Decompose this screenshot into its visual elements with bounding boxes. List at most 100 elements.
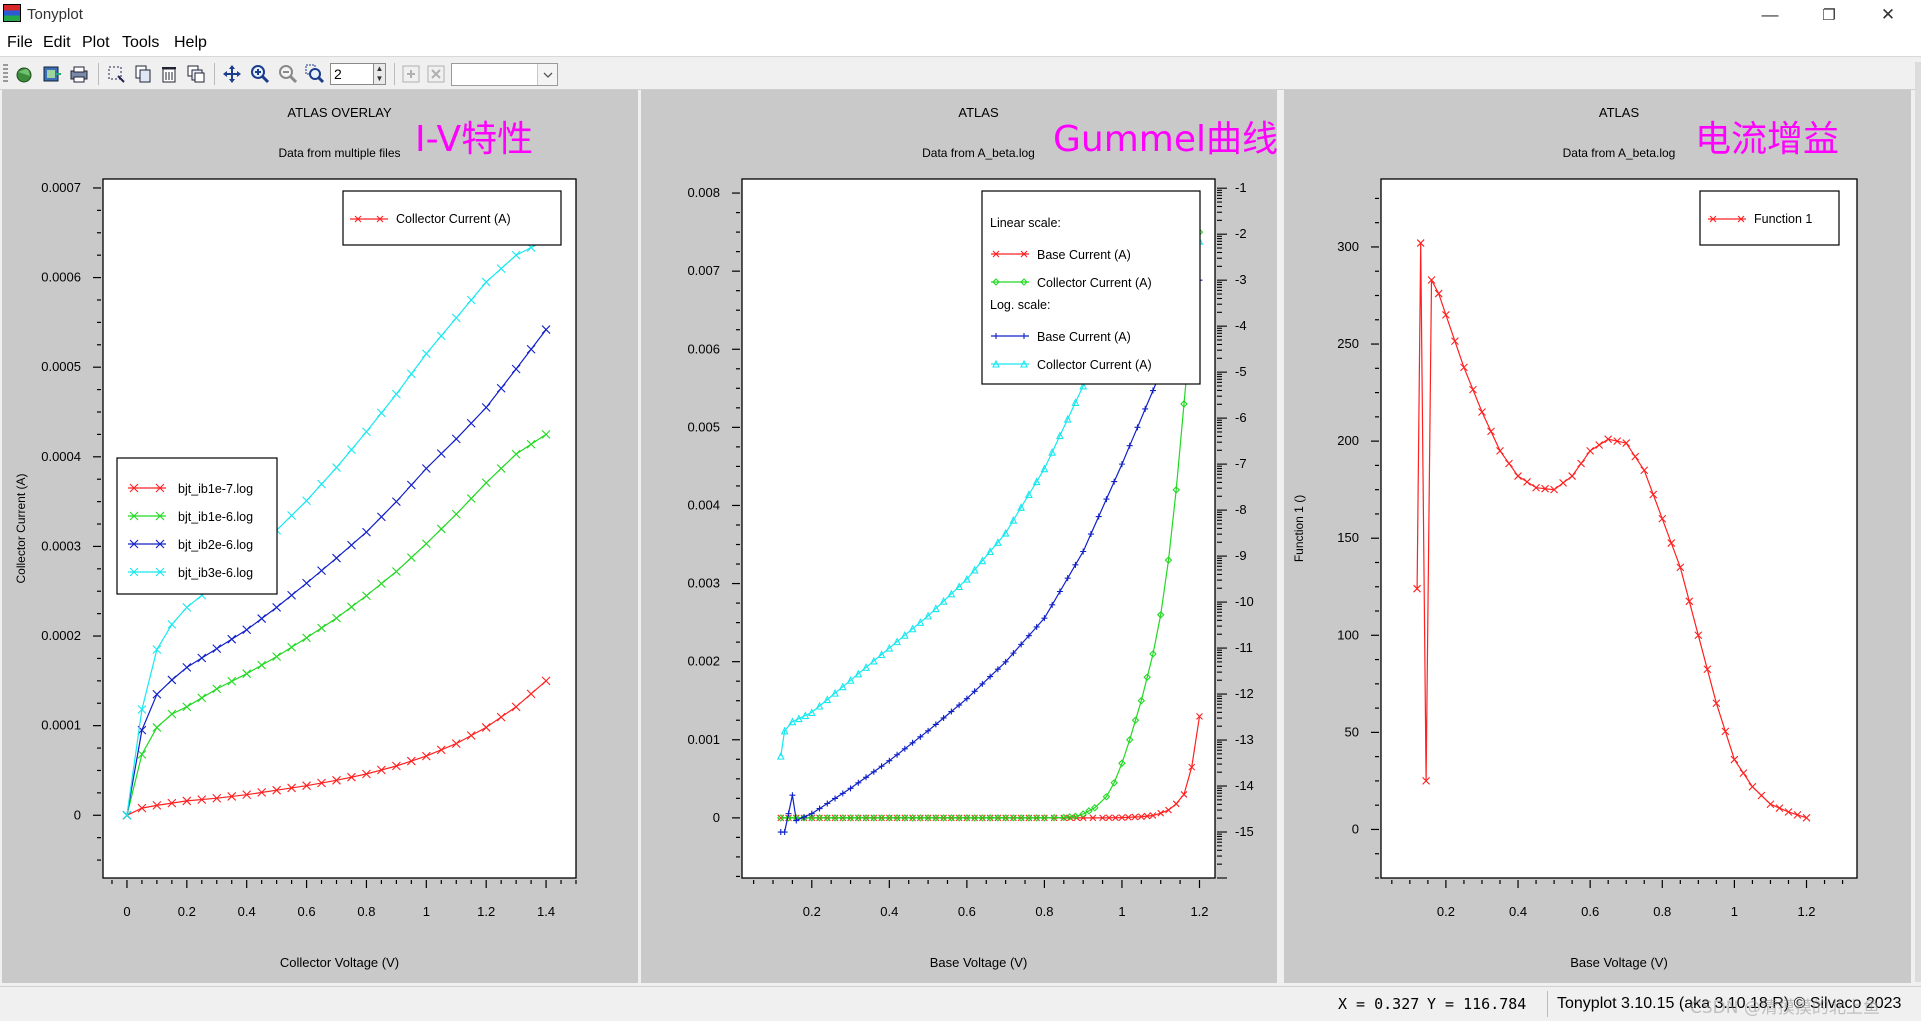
data-point	[541, 430, 551, 439]
data-point	[1010, 650, 1017, 657]
data-point	[994, 814, 1002, 822]
data-point	[152, 689, 162, 699]
data-point	[1586, 446, 1595, 455]
menu-plot[interactable]: Plot	[82, 34, 110, 51]
chart-subtitle: Data from multiple files	[278, 146, 400, 160]
data-point	[1142, 405, 1149, 412]
title-bar: Tonyplot — ❐ ✕	[0, 0, 1921, 30]
toolbar-grip	[3, 64, 8, 84]
plot-panel-gummel[interactable]: ATLAS Data from A_beta.log 0.2 0.4 0.6 0.8 1 1.…	[641, 90, 1278, 983]
open-icon[interactable]	[14, 64, 34, 84]
menu-edit[interactable]: Edit	[43, 34, 71, 51]
data-point	[1442, 311, 1450, 319]
legend-files: bjt_ib1e-7.log bjt_ib1e-6.log bjt_ib2e-6.l…	[116, 457, 278, 595]
data-point	[808, 814, 816, 822]
data-point	[362, 591, 371, 601]
overlay-icon[interactable]	[186, 64, 206, 84]
plot-panel-gain[interactable]: ATLAS Data from A_beta.log 0.2 0.4 0.6 0.8 1 1.…	[1284, 90, 1911, 983]
pan-icon[interactable]	[222, 64, 242, 84]
tool-b-icon	[427, 65, 445, 83]
data-point	[1040, 464, 1049, 473]
data-point	[1165, 806, 1172, 814]
data-point	[137, 803, 147, 813]
zoom-factor-input[interactable]: 2	[330, 63, 374, 85]
toolbar-separator	[214, 63, 215, 85]
data-point	[908, 624, 917, 633]
data-point	[924, 814, 932, 822]
x-tick-label: 0.2	[178, 904, 196, 919]
maximize-button[interactable]: ❐	[1822, 7, 1836, 24]
legend-label: Base Current (A)	[1037, 330, 1131, 344]
select-region-icon[interactable]	[106, 64, 126, 84]
plot-panel-iv[interactable]: ATLAS OVERLAY Data from multiple files 0 0.…	[2, 90, 638, 983]
print-icon[interactable]	[69, 64, 89, 84]
chart-title: ATLAS	[1599, 105, 1640, 120]
data-point	[807, 708, 816, 716]
chevron-down-icon[interactable]	[537, 64, 557, 85]
data-point	[1085, 807, 1093, 815]
data-point	[391, 567, 401, 576]
data-point	[496, 264, 506, 274]
copy-icon[interactable]	[133, 64, 153, 84]
annotation-gain: 电流增益	[1695, 119, 1840, 160]
data-point	[167, 619, 177, 629]
data-point	[878, 763, 885, 770]
data-point	[541, 325, 551, 334]
data-point	[526, 344, 536, 354]
data-point	[1118, 759, 1126, 767]
y2-tick-label: -15	[1235, 824, 1254, 839]
data-point	[1102, 792, 1111, 801]
data-point	[863, 774, 870, 781]
menu-file[interactable]: File	[7, 34, 33, 51]
data-point	[1568, 472, 1577, 480]
data-point	[1559, 478, 1567, 487]
data-point	[831, 814, 839, 822]
data-point	[155, 567, 165, 577]
x-tick-label: 0.8	[1653, 904, 1671, 919]
menu-tools[interactable]: Tools	[122, 34, 160, 51]
data-point	[1793, 811, 1802, 819]
spinner-arrows[interactable]: ▲ ▼	[374, 63, 386, 85]
data-point	[1434, 289, 1443, 298]
data-point	[900, 630, 909, 639]
zoom-factor-spinner[interactable]: 2 ▲ ▼	[330, 63, 386, 85]
menu-help[interactable]: Help	[174, 34, 207, 51]
data-point	[1180, 400, 1188, 408]
delete-icon[interactable]	[159, 64, 179, 84]
zoom-in-icon[interactable]	[250, 64, 270, 84]
data-point	[152, 723, 162, 732]
data-point	[481, 478, 491, 488]
y-tick-label: 0.0007	[41, 180, 81, 195]
data-point	[1149, 387, 1156, 394]
window-resize-edge[interactable]	[1915, 62, 1921, 982]
data-point	[1020, 278, 1028, 286]
data-point	[272, 602, 282, 612]
zoom-box-icon[interactable]	[305, 64, 325, 84]
data-point	[1065, 813, 1074, 821]
plot-select-combo[interactable]	[451, 63, 558, 86]
legend-label: Function 1	[1754, 212, 1812, 226]
data-point	[993, 538, 1002, 546]
data-point	[302, 578, 311, 588]
x-coordinate-readout: X = 0.327	[1338, 995, 1420, 1013]
data-point	[152, 801, 162, 810]
data-point	[824, 800, 831, 807]
iv-chart[interactable]: ATLAS OVERLAY Data from multiple files 0 0.…	[2, 90, 638, 983]
import-icon[interactable]	[42, 64, 62, 84]
data-point	[1451, 337, 1459, 346]
data-point	[1072, 561, 1079, 568]
data-point	[948, 708, 955, 715]
minimize-button[interactable]: —	[1761, 5, 1779, 24]
x-tick-label: 1.4	[537, 904, 555, 919]
data-point	[854, 814, 863, 822]
zoom-out-icon[interactable]	[278, 64, 298, 84]
data-point	[317, 778, 326, 788]
data-point	[831, 688, 839, 697]
gain-chart[interactable]: ATLAS Data from A_beta.log 0.2 0.4 0.6 0.8 1 1.…	[1284, 90, 1911, 983]
data-point	[1149, 812, 1157, 819]
gummel-chart[interactable]: ATLAS Data from A_beta.log 0.2 0.4 0.6 0.8 1 1.…	[641, 90, 1277, 983]
close-button[interactable]: ✕	[1880, 5, 1896, 24]
data-point	[362, 769, 371, 779]
data-point	[1112, 814, 1119, 822]
